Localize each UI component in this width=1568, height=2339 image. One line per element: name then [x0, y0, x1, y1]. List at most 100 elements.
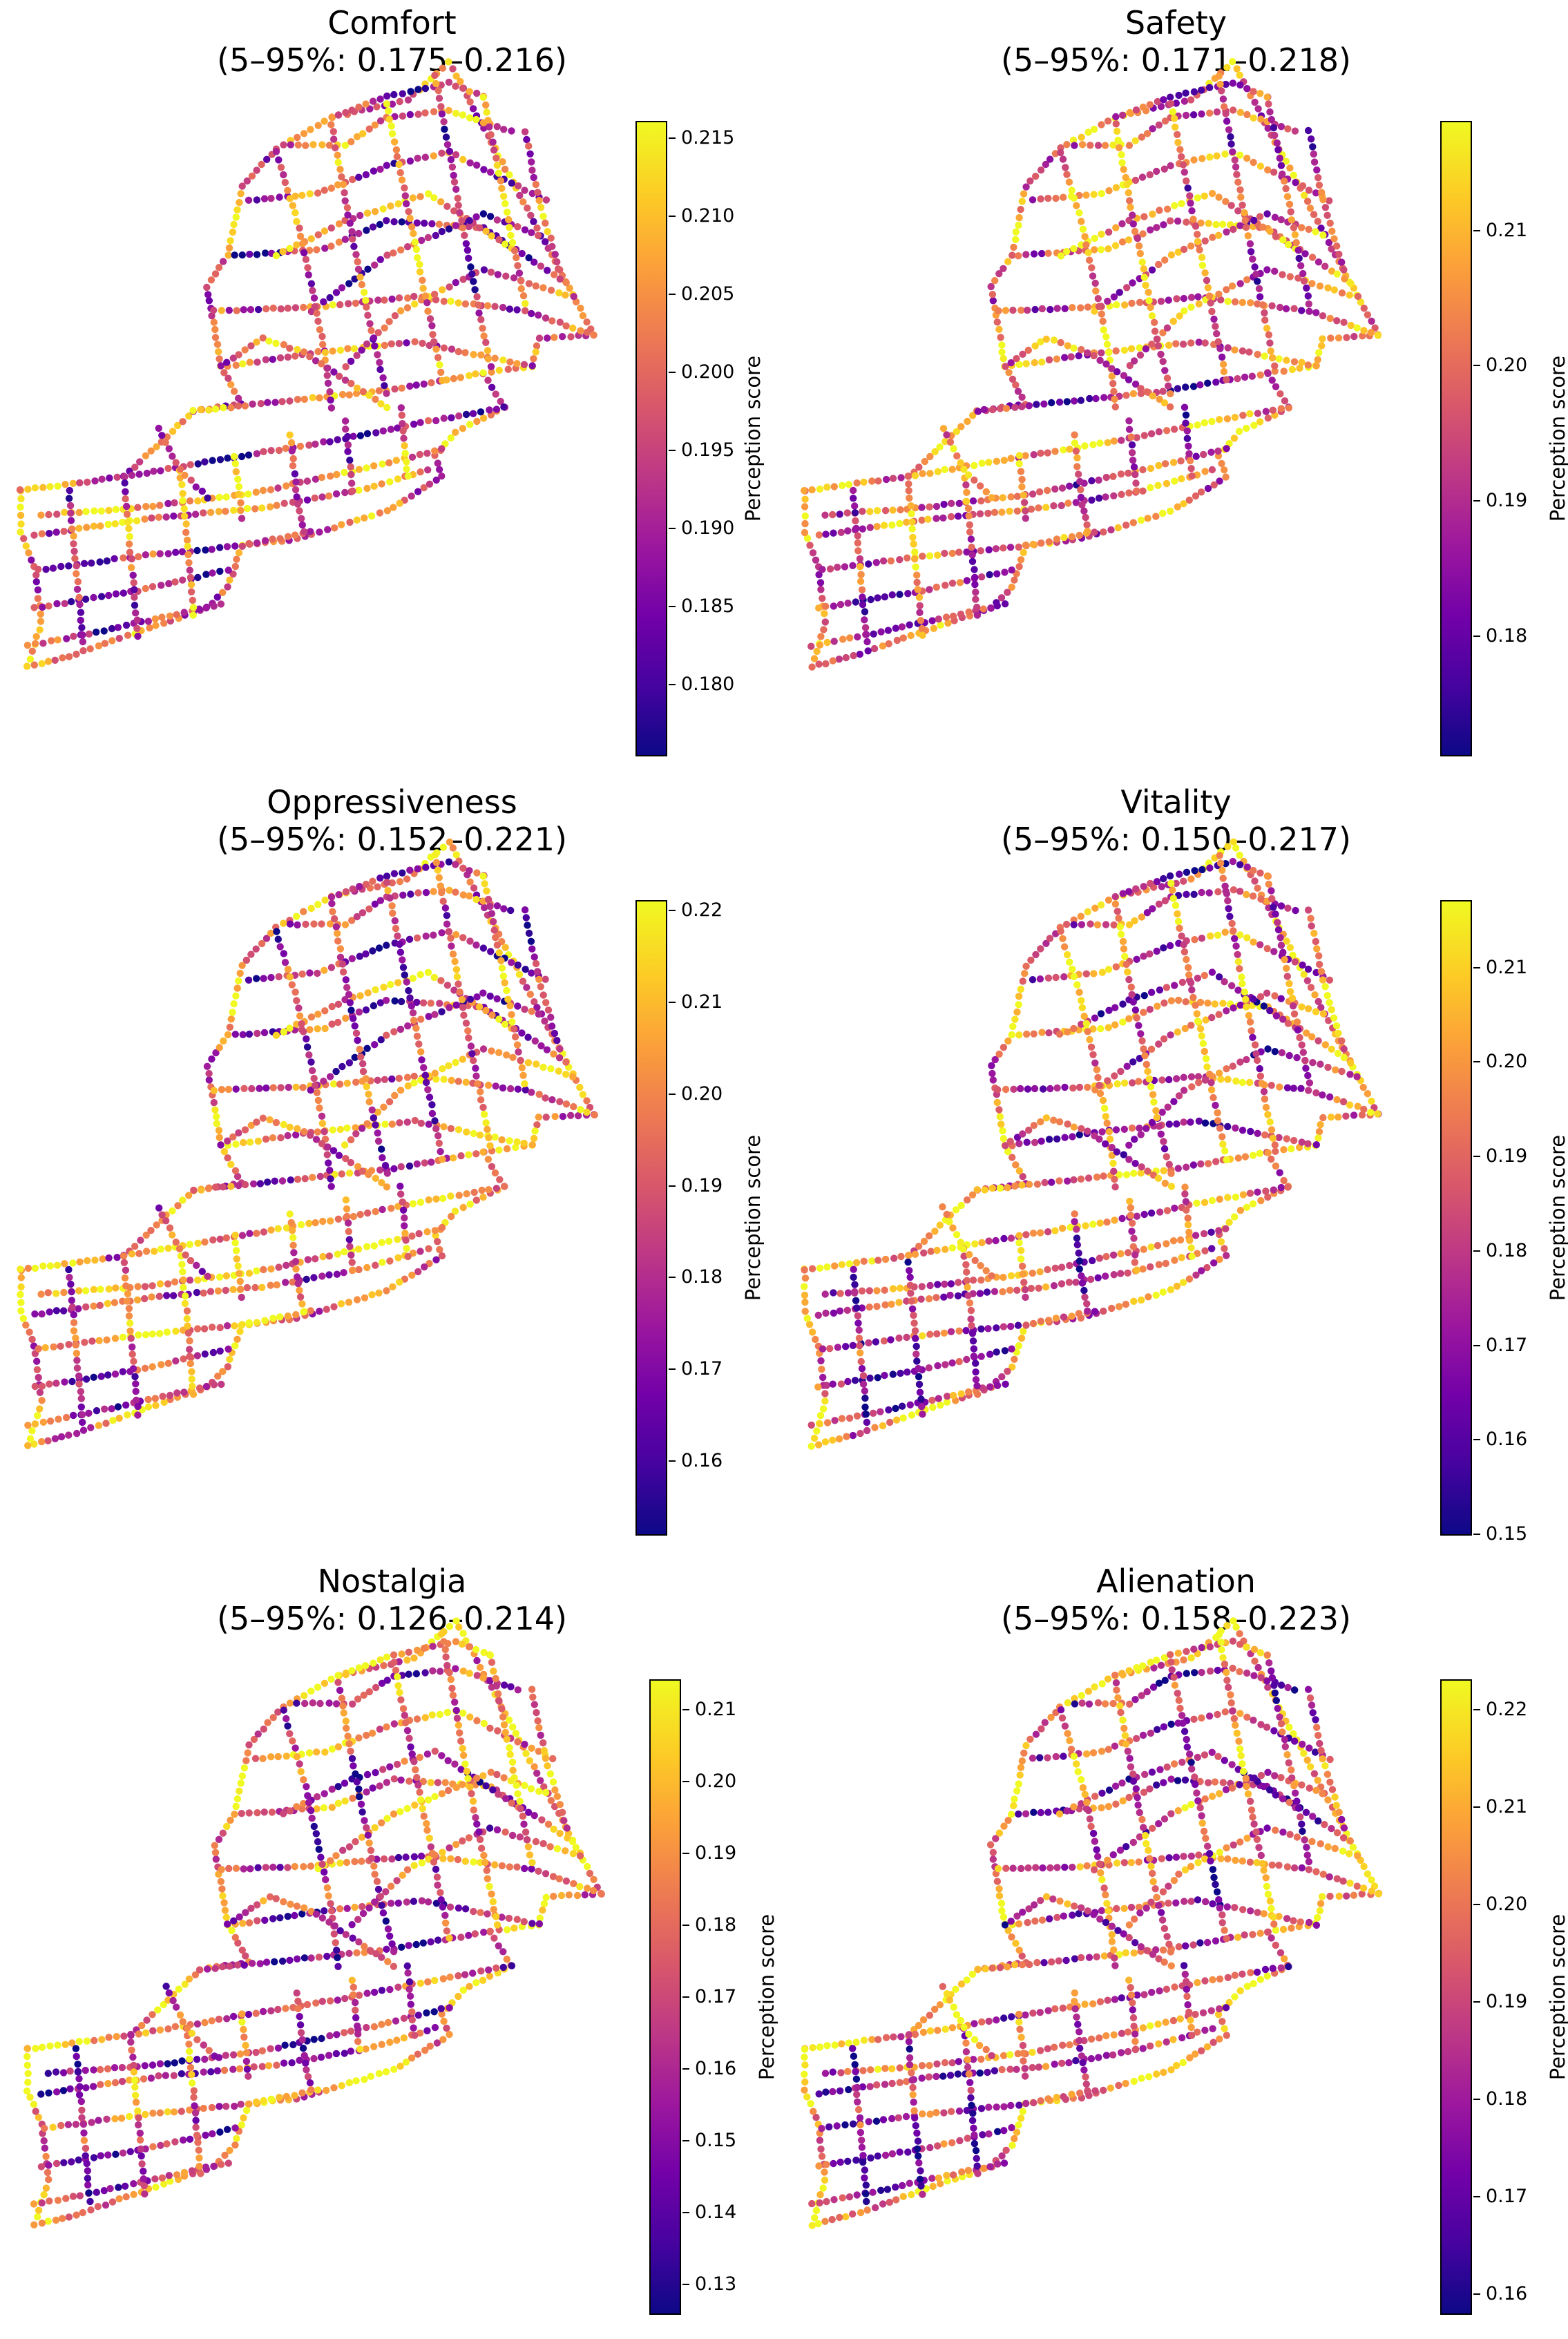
street-point	[904, 472, 912, 480]
street-point	[1194, 421, 1201, 429]
street-point	[397, 1163, 405, 1171]
street-point	[424, 1086, 432, 1094]
street-point	[1229, 148, 1236, 156]
street-point	[1046, 935, 1054, 942]
street-point	[1038, 305, 1046, 313]
street-point	[341, 189, 348, 197]
street-point	[1080, 507, 1088, 515]
street-point	[1319, 1091, 1326, 1099]
street-point	[249, 1180, 258, 1187]
street-point	[512, 1143, 519, 1152]
street-point	[1063, 398, 1071, 405]
street-point	[267, 1281, 274, 1289]
street-point	[395, 160, 403, 169]
street-point	[937, 1401, 944, 1409]
colorbar-label: Perception score	[739, 900, 767, 1536]
street-point	[1225, 905, 1232, 913]
street-point	[48, 637, 55, 645]
street-point	[1025, 1181, 1033, 1188]
street-point	[1275, 355, 1283, 363]
street-point	[1299, 961, 1306, 969]
street-point	[555, 1054, 564, 1062]
street-point	[1111, 395, 1118, 403]
street-point	[1282, 305, 1290, 313]
street-point	[1236, 108, 1244, 116]
street-point	[73, 585, 82, 593]
street-point	[1090, 970, 1098, 977]
street-point	[329, 128, 337, 135]
street-point	[1326, 219, 1334, 227]
street-point	[1297, 1085, 1305, 1092]
street-point	[363, 464, 370, 472]
street-point	[1072, 447, 1080, 455]
street-point	[500, 905, 508, 913]
street-point	[461, 300, 470, 308]
street-point	[1256, 869, 1264, 877]
street-point	[91, 1257, 99, 1264]
street-point	[348, 106, 356, 114]
street-point	[275, 156, 283, 164]
street-point-map	[16, 58, 597, 670]
street-point	[1270, 904, 1277, 911]
street-point	[353, 352, 361, 359]
street-point	[269, 1134, 277, 1142]
street-point	[1183, 1206, 1190, 1214]
street-point	[528, 362, 536, 370]
street-point	[1064, 342, 1071, 350]
street-point	[364, 312, 372, 319]
street-point	[964, 1292, 972, 1299]
street-point	[1214, 447, 1222, 455]
street-point	[1060, 943, 1069, 951]
street-point	[272, 148, 280, 155]
street-point	[996, 1113, 1004, 1120]
street-point	[1271, 1048, 1279, 1056]
street-point	[1350, 332, 1358, 341]
street-point	[341, 142, 349, 149]
street-point	[455, 1126, 463, 1134]
street-point	[574, 1112, 582, 1120]
street-point	[383, 507, 392, 515]
street-point	[1308, 922, 1315, 930]
street-point	[1197, 86, 1205, 94]
street-point	[1137, 390, 1145, 397]
street-point	[347, 1006, 355, 1014]
street-point	[1243, 1056, 1250, 1064]
street-point	[240, 1138, 247, 1147]
street-point	[53, 1261, 61, 1269]
street-point	[1207, 1086, 1216, 1094]
street-point	[493, 123, 501, 131]
street-point	[1154, 342, 1163, 350]
street-point	[801, 1308, 809, 1315]
street-point	[66, 486, 74, 495]
street-point	[341, 197, 349, 204]
street-point	[1256, 293, 1264, 300]
street-point	[1231, 298, 1239, 306]
street-point	[1110, 921, 1118, 929]
street-point	[334, 1018, 342, 1027]
street-point	[1319, 1010, 1328, 1018]
street-point	[869, 1409, 877, 1417]
street-point	[968, 1330, 977, 1337]
street-point	[1108, 372, 1116, 380]
street-point	[1191, 936, 1198, 944]
street-point	[26, 656, 35, 663]
street-point	[426, 1259, 433, 1268]
street-point	[61, 1378, 68, 1386]
street-point	[493, 216, 501, 224]
street-point	[897, 1369, 904, 1377]
street-point	[380, 983, 388, 991]
street-point	[1039, 1085, 1047, 1093]
street-point	[115, 634, 123, 642]
street-point	[501, 165, 509, 173]
street-point	[453, 973, 461, 981]
street-point	[1148, 1118, 1156, 1127]
street-point	[1075, 1131, 1083, 1138]
street-point	[941, 582, 949, 589]
street-point	[334, 436, 341, 443]
street-point	[1093, 921, 1102, 928]
street-point	[1290, 1136, 1298, 1145]
street-point	[1224, 298, 1232, 305]
street-point	[577, 305, 584, 312]
street-point	[1241, 1153, 1250, 1161]
street-point	[68, 1297, 76, 1304]
